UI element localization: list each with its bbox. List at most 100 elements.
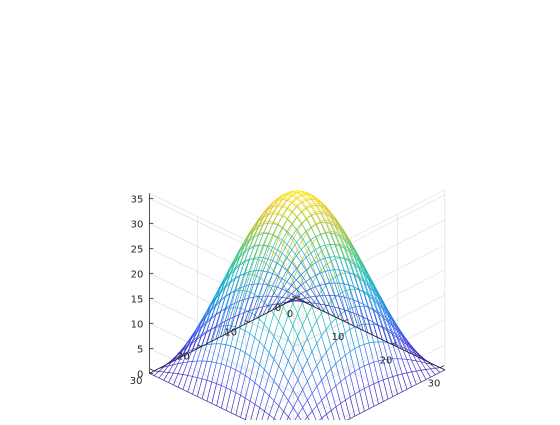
mesh-line-y — [360, 389, 365, 392]
mesh-line-y — [284, 401, 289, 412]
mesh-line-y — [288, 326, 293, 339]
mesh-line-x — [255, 404, 260, 407]
mesh-line-x — [335, 257, 340, 258]
mesh-line-y — [360, 411, 365, 413]
mesh-line-y — [279, 411, 284, 420]
mesh-line-x — [306, 240, 311, 244]
mesh-line-y — [284, 382, 289, 394]
mesh-line-x — [164, 372, 169, 373]
mesh-line-y — [312, 366, 317, 374]
mesh-line-y — [283, 271, 288, 284]
mesh-line-x — [345, 333, 350, 352]
mesh-line-y — [307, 373, 312, 381]
mesh-line-x — [273, 225, 278, 235]
mesh-line-y — [260, 411, 265, 420]
mesh-line-y — [416, 382, 421, 384]
mesh-line-x — [350, 374, 355, 394]
z-tick-label: 10 — [131, 319, 144, 330]
mesh-line-x — [245, 353, 250, 356]
mesh-line-y — [316, 211, 321, 212]
mesh-line-x — [393, 359, 398, 375]
mesh-line-x — [339, 270, 344, 271]
mesh-line-x — [188, 392, 193, 394]
mesh-line-y — [330, 257, 335, 270]
mesh-line-x — [236, 415, 241, 417]
mesh-line-x — [297, 212, 302, 217]
mesh-line-x — [301, 219, 306, 224]
mesh-line-y — [320, 234, 325, 245]
mesh-line-y — [316, 263, 321, 273]
y-tick — [150, 369, 154, 371]
mesh-line-y — [178, 363, 183, 374]
mesh-line-x — [316, 224, 321, 235]
mesh-line-y — [293, 232, 298, 241]
mesh-line-y — [331, 364, 336, 369]
mesh-line-x — [254, 245, 259, 258]
mesh-line-y — [355, 346, 360, 348]
mesh-line-x — [307, 400, 312, 411]
mesh-line-x — [263, 234, 268, 245]
mesh-line-x — [273, 214, 278, 223]
mesh-line-x — [320, 284, 325, 285]
mesh-line-y — [315, 296, 320, 304]
mesh-line-y — [355, 391, 360, 394]
mesh-line-x — [264, 347, 269, 353]
mesh-line-y — [383, 399, 388, 401]
x-tick — [440, 366, 444, 368]
mesh-line-y — [241, 376, 246, 396]
mesh-line-x — [306, 253, 311, 257]
x-axis-line — [296, 298, 445, 370]
mesh-line-x — [268, 274, 273, 285]
mesh-line-y — [421, 370, 426, 371]
mesh-line-y — [288, 348, 293, 360]
mesh-line-y — [217, 364, 222, 384]
mesh-line-x — [274, 337, 279, 344]
mesh-line-y — [369, 362, 374, 364]
mesh-line-y — [265, 415, 270, 420]
mesh-line-y — [322, 414, 327, 418]
mesh-line-y — [287, 219, 292, 223]
mesh-line-y — [293, 399, 298, 408]
mesh-line-y — [301, 224, 306, 232]
mesh-line-y — [336, 403, 341, 406]
mesh-line-y — [264, 307, 269, 324]
mesh-line-y — [312, 343, 317, 351]
mesh-line-x — [312, 306, 317, 320]
mesh-line-y — [350, 416, 355, 418]
mesh-line-x — [279, 344, 284, 352]
mesh-line-x — [317, 406, 322, 419]
mesh-line-x — [317, 366, 322, 381]
mesh-line-x — [197, 378, 202, 379]
mesh-line-y — [350, 349, 355, 352]
mesh-line-y — [435, 372, 440, 374]
mesh-line-y — [331, 386, 336, 391]
mesh-line-x — [312, 373, 317, 386]
mesh-line-y — [260, 347, 265, 365]
mesh-line-x — [212, 403, 217, 405]
mesh-line-y — [322, 352, 327, 358]
mesh-line-x — [263, 285, 268, 296]
mesh-line-y — [316, 236, 321, 246]
mesh-line-x — [260, 408, 265, 412]
mesh-line-x — [288, 382, 293, 390]
y-tick-label: 0 — [275, 303, 281, 314]
mesh-line-y — [269, 314, 274, 330]
mesh-line-x — [336, 341, 341, 359]
mesh-line-x — [322, 359, 327, 375]
mesh-line-x — [260, 365, 265, 370]
mesh-line-x — [159, 378, 164, 380]
mesh-line-x — [193, 394, 198, 396]
mesh-line-x — [282, 231, 287, 240]
mesh-line-y — [296, 280, 301, 285]
mesh-line-x — [159, 371, 164, 372]
mesh-line-y — [221, 309, 226, 326]
mesh-line-y — [293, 415, 298, 420]
mesh-line-x — [320, 245, 325, 247]
mesh-line-y — [383, 378, 388, 380]
mesh-line-x — [279, 406, 284, 411]
mesh-line-x — [355, 327, 360, 346]
mesh-line-y — [293, 380, 298, 390]
mesh-line-y — [326, 346, 331, 352]
mesh-line-y — [255, 319, 260, 337]
mesh-line-y — [374, 404, 379, 406]
